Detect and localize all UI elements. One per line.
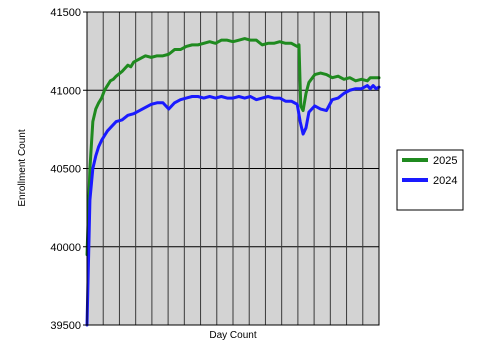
grid-lines [87,11,379,326]
series-line-2024 [85,84,381,327]
y-tick-label: 41000 [50,85,81,97]
y-tick-label: 40000 [50,242,81,254]
y-tick-label: 41500 [50,7,81,19]
x-axis-title: Day Count [209,330,256,341]
series-lines [85,37,381,327]
legend-label-2024: 2024 [433,175,457,187]
y-tick-label: 40500 [50,164,81,176]
y-axis-ticks: 39500 40000 40500 41000 41500 [50,7,87,332]
legend-label-2025: 2025 [433,155,457,167]
series-line-2025 [85,37,381,257]
y-axis-title: Enrollment Count [17,129,28,206]
y-tick-label: 39500 [50,320,81,332]
legend: 2025 2024 [396,149,464,211]
